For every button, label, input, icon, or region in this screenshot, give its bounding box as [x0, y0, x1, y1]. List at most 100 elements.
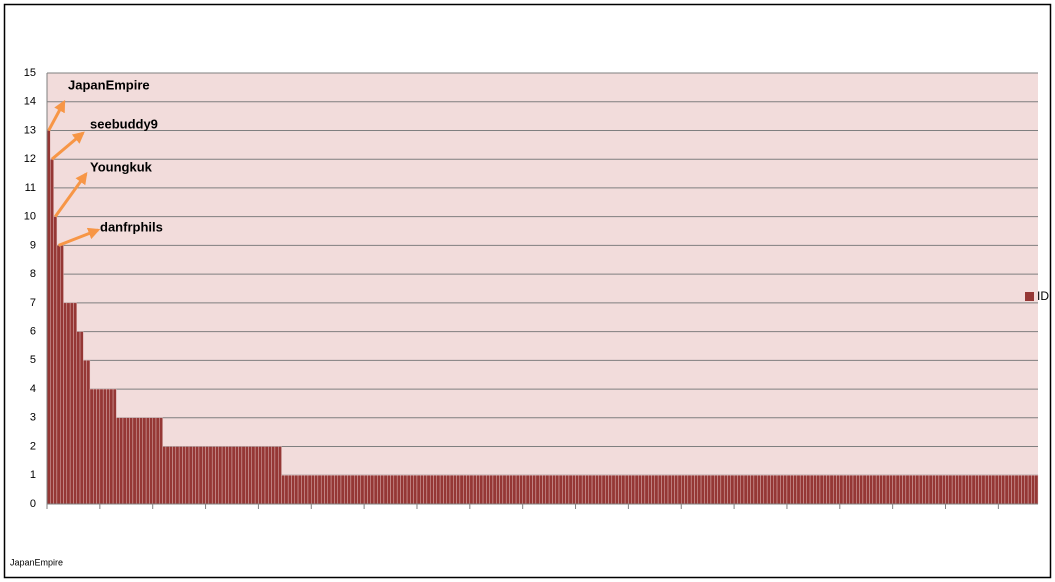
bar: [723, 475, 728, 505]
bar: [674, 475, 679, 505]
bar: [608, 475, 613, 505]
bar: [994, 475, 999, 505]
bar: [1004, 475, 1009, 505]
bar: [281, 475, 286, 505]
bar: [1011, 475, 1016, 505]
bar: [694, 475, 698, 505]
bar: [747, 475, 751, 505]
bar: [684, 475, 689, 505]
bar: [314, 475, 319, 505]
bar: [879, 475, 883, 505]
bar: [905, 475, 910, 505]
bar: [819, 475, 824, 505]
bar: [951, 475, 956, 505]
bar: [562, 475, 566, 505]
bar: [439, 475, 444, 505]
bar: [572, 475, 576, 505]
bar: [238, 446, 243, 505]
bar: [340, 475, 345, 505]
bar: [648, 475, 652, 505]
bar: [806, 475, 811, 505]
bar: [463, 475, 467, 505]
bar: [89, 388, 94, 505]
y-tick-label: 13: [24, 124, 36, 136]
bar: [790, 475, 794, 505]
bar: [225, 446, 229, 505]
y-tick-label: 9: [30, 239, 36, 251]
annotation: Youngkuk: [90, 159, 153, 174]
bar: [456, 475, 461, 505]
bar: [499, 475, 504, 505]
bar: [383, 475, 388, 505]
bar: [895, 475, 900, 505]
bar: [948, 475, 953, 505]
bar: [268, 446, 272, 505]
bar: [231, 446, 236, 505]
y-tick-label: 6: [30, 326, 36, 338]
bar: [654, 475, 659, 505]
bar: [776, 475, 781, 505]
bar: [971, 475, 976, 505]
bar: [142, 417, 147, 505]
y-tick-label: 15: [24, 67, 36, 79]
bar: [178, 446, 183, 505]
bar: [829, 475, 834, 505]
y-tick-label: 0: [30, 498, 36, 510]
bar: [955, 475, 959, 505]
bar: [50, 158, 54, 505]
bar: [545, 475, 550, 505]
legend-swatch: [1025, 292, 1034, 301]
bar: [116, 417, 120, 505]
bar: [757, 475, 761, 505]
bar: [763, 475, 768, 505]
bar: [420, 475, 424, 505]
bar: [433, 475, 437, 505]
bar: [882, 475, 887, 505]
bar: [287, 475, 292, 505]
bar: [856, 475, 860, 505]
bar: [182, 446, 186, 505]
bar: [416, 475, 421, 505]
bar: [360, 475, 365, 505]
bar: [605, 475, 609, 505]
bar: [803, 475, 807, 505]
bar: [56, 245, 61, 505]
bar: [981, 475, 986, 505]
bar: [690, 475, 695, 505]
bar: [737, 475, 741, 505]
bar: [899, 475, 903, 505]
bar: [809, 475, 814, 505]
bar: [750, 475, 755, 505]
bar: [83, 360, 87, 505]
bar: [641, 475, 646, 505]
bar: [350, 475, 355, 505]
bar: [740, 475, 745, 505]
bar: [975, 475, 979, 505]
y-tick-label: 2: [30, 440, 36, 452]
bar: [496, 475, 500, 505]
bar: [155, 417, 160, 505]
bar: [925, 475, 930, 505]
bar: [667, 475, 672, 505]
bar: [324, 475, 328, 505]
bar: [60, 245, 64, 505]
bar: [813, 475, 817, 505]
bar: [172, 446, 177, 505]
bar: [832, 475, 837, 505]
bar: [538, 475, 543, 505]
bar: [208, 446, 213, 505]
bar: [165, 446, 170, 505]
bar: [159, 417, 163, 505]
bar: [631, 475, 636, 505]
bar: [264, 446, 269, 505]
bar: [575, 475, 580, 505]
bar: [535, 475, 540, 505]
bar: [704, 475, 708, 505]
bar: [958, 475, 963, 505]
legend-label: ID: [1037, 289, 1049, 303]
bar: [532, 475, 537, 505]
bar: [922, 475, 926, 505]
bar: [786, 475, 791, 505]
bar: [542, 475, 547, 505]
bar: [915, 475, 920, 505]
